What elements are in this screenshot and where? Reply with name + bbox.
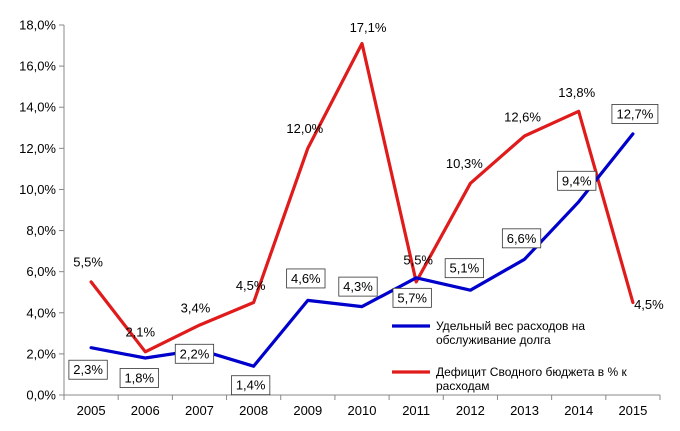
y-tick-label: 18,0% bbox=[19, 18, 56, 33]
data-label: 12,7% bbox=[616, 106, 653, 121]
y-tick-label: 6,0% bbox=[26, 264, 56, 279]
data-label: 12,0% bbox=[286, 121, 323, 136]
y-axis: 0,0% 2,0% 4,0% 6,0% 8,0% 10,0% 12,0% 14,0% 16,0%… bbox=[19, 18, 65, 403]
x-tick-label: 2012 bbox=[456, 403, 485, 418]
x-axis: 2005 2006 2007 2008 2009 2010 2011 2012 2013 2014… bbox=[63, 394, 661, 418]
data-label-box bbox=[286, 268, 326, 289]
x-tick-label: 2010 bbox=[348, 403, 377, 418]
data-label: 2,2% bbox=[180, 346, 210, 361]
y-tick-label: 0,0% bbox=[26, 388, 56, 403]
data-label-box bbox=[501, 228, 542, 249]
data-label: 5,1% bbox=[450, 261, 480, 276]
y-tick-label: 16,0% bbox=[19, 59, 56, 74]
data-label: 9,4% bbox=[562, 173, 592, 188]
data-label: 6,6% bbox=[507, 231, 537, 246]
data-label: 4,3% bbox=[343, 279, 373, 294]
series-line bbox=[89, 41, 635, 354]
data-labels: 2,3% 1,8% 2,2% 1,4% 4,6% 4,3% 5,7% 5,1% 6,6% 9,4%… bbox=[68, 20, 664, 396]
data-label-box bbox=[231, 375, 271, 396]
x-tick-label: 2008 bbox=[239, 403, 268, 418]
data-label-box bbox=[68, 359, 108, 380]
data-label: 2,1% bbox=[125, 324, 155, 339]
legend-label: Дефицит Сводного бюджета в % к bbox=[436, 365, 628, 379]
y-tick-label: 4,0% bbox=[26, 305, 56, 320]
y-tick-label: 2,0% bbox=[26, 346, 56, 361]
data-label: 2,3% bbox=[73, 362, 103, 377]
series-lines bbox=[89, 41, 635, 368]
data-label: 3,4% bbox=[181, 301, 211, 316]
x-tick-label: 2005 bbox=[77, 403, 106, 418]
data-label: 5,7% bbox=[397, 290, 427, 305]
data-label: 12,6% bbox=[504, 110, 541, 125]
y-tick-label: 14,0% bbox=[19, 100, 56, 115]
data-label-box bbox=[119, 368, 159, 388]
legend-label: обслуживание долга bbox=[436, 333, 551, 347]
y-tick-label: 10,0% bbox=[19, 182, 56, 197]
legend-label: Удельный вес расходов на bbox=[436, 319, 585, 333]
y-tick-label: 8,0% bbox=[26, 223, 56, 238]
data-label-box bbox=[174, 343, 215, 364]
x-tick-label: 2009 bbox=[293, 403, 322, 418]
data-label-box bbox=[338, 276, 378, 297]
data-label: 4,5% bbox=[634, 297, 664, 312]
data-label: 4,6% bbox=[291, 271, 321, 286]
data-label-box bbox=[611, 104, 659, 124]
y-tick-label: 12,0% bbox=[19, 141, 56, 156]
data-label: 5,5% bbox=[73, 254, 103, 269]
x-tick-label: 2007 bbox=[185, 403, 214, 418]
data-label-box bbox=[557, 170, 597, 191]
data-label: 13,8% bbox=[558, 85, 595, 100]
data-label: 5,5% bbox=[403, 252, 433, 267]
x-tick-label: 2006 bbox=[131, 403, 160, 418]
x-tick-label: 2015 bbox=[618, 403, 647, 418]
data-label-box bbox=[392, 287, 432, 308]
data-label-box bbox=[444, 258, 484, 279]
data-label: 17,1% bbox=[350, 20, 387, 35]
x-tick-label: 2013 bbox=[510, 403, 539, 418]
x-tick-label: 2011 bbox=[402, 403, 430, 418]
legend-label: расходам bbox=[436, 379, 490, 393]
data-label: 1,4% bbox=[236, 378, 266, 393]
data-label: 10,3% bbox=[446, 156, 483, 171]
x-tick-label: 2014 bbox=[564, 403, 593, 418]
data-label: 4,5% bbox=[236, 278, 266, 293]
data-label: 1,8% bbox=[124, 371, 154, 386]
